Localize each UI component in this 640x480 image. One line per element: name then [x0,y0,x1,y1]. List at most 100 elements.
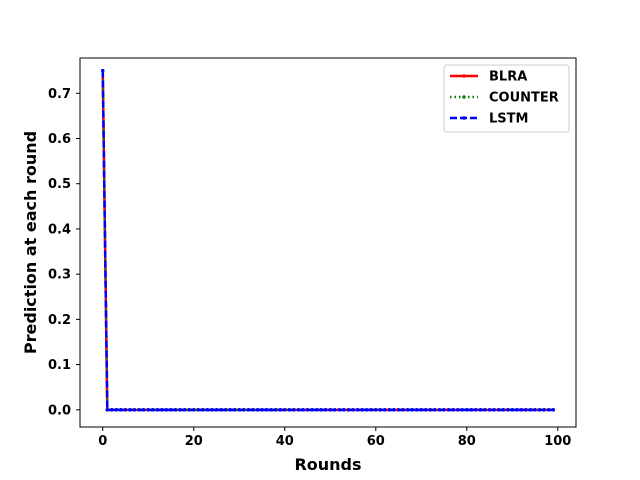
data-point [292,408,296,412]
data-point [155,408,160,412]
data-point [369,408,373,412]
data-point [351,408,355,412]
legend-item: COUNTER [450,91,559,106]
data-point [287,408,292,412]
data-point [396,408,401,412]
data-point [173,408,178,412]
data-point [474,408,478,412]
data-point [383,408,387,412]
data-point [328,408,332,412]
data-point [355,408,360,412]
data-point [446,408,451,412]
data-point [437,408,442,412]
x-tick-label: 80 [458,434,476,449]
data-point [260,408,264,412]
data-point [546,408,551,412]
y-axis-ticks: 0.0 0.1 0.2 0.3 0.4 0.5 0.6 0.7 [48,87,80,418]
data-point [551,408,555,412]
legend-marker [462,116,466,120]
data-point [219,408,223,412]
data-point [401,408,405,412]
data-point [469,408,474,412]
data-point [169,408,173,412]
data-point [519,408,524,412]
data-point [460,408,464,412]
series-line-lstm [101,70,554,412]
data-point [314,408,319,412]
y-tick-label: 0.0 [48,403,71,418]
data-point [346,408,351,412]
data-point [192,408,196,412]
data-point [415,408,419,412]
data-point [182,408,187,412]
legend-item: LSTM [450,112,528,127]
data-point [201,408,205,412]
data-point [301,408,305,412]
data-point [337,408,342,412]
data-point [528,408,533,412]
data-point [310,408,314,412]
data-point [387,408,392,412]
data-point [319,408,323,412]
legend-marker [462,74,466,78]
data-point [246,408,251,412]
data-point [151,408,155,412]
data-point [506,408,510,412]
data-point [342,408,346,412]
data-point [114,408,119,412]
data-point [515,408,519,412]
x-axis-ticks: 0 20 40 60 80 100 [98,427,571,449]
data-point [483,408,487,412]
plot-area [101,68,555,412]
data-point [278,408,282,412]
data-point [160,408,164,412]
data-point [128,408,132,412]
data-point [451,408,455,412]
series-line-counter [101,70,554,412]
data-point [424,408,428,412]
data-point [255,408,260,412]
data-point [223,408,228,412]
data-point [178,408,182,412]
y-tick-label: 0.3 [48,268,71,283]
y-axis-title: Prediction at each round [21,131,40,354]
data-point [214,408,219,412]
data-point [433,408,437,412]
data-point [237,408,241,412]
data-point [196,408,201,412]
axes-frame [79,57,577,428]
data-point [410,408,414,412]
data-point [142,408,146,412]
data-point [455,408,460,412]
data-point [119,408,123,412]
data-point [542,408,546,412]
y-tick-label: 0.6 [48,132,71,147]
legend: BLRA COUNTER LSTM [443,64,570,133]
data-point [283,408,287,412]
data-point [164,408,169,412]
data-point [101,68,105,73]
data-point [465,408,469,412]
data-point [242,408,246,412]
data-point [533,408,537,412]
data-point [305,408,310,412]
x-tick-label: 100 [544,434,571,449]
data-point [364,408,369,412]
data-point [360,408,364,412]
x-tick-label: 0 [98,434,107,449]
data-point [296,408,301,412]
legend-marker [462,95,466,99]
data-point [419,408,423,412]
data-point [324,408,328,412]
data-point [137,408,141,412]
data-point [510,408,514,412]
x-tick-label: 20 [185,434,203,449]
legend-item: BLRA [450,70,527,85]
data-point [492,408,496,412]
data-point [233,408,237,412]
data-point [496,408,501,412]
y-tick-label: 0.2 [48,313,71,328]
data-point [132,408,137,412]
data-point [405,408,410,412]
